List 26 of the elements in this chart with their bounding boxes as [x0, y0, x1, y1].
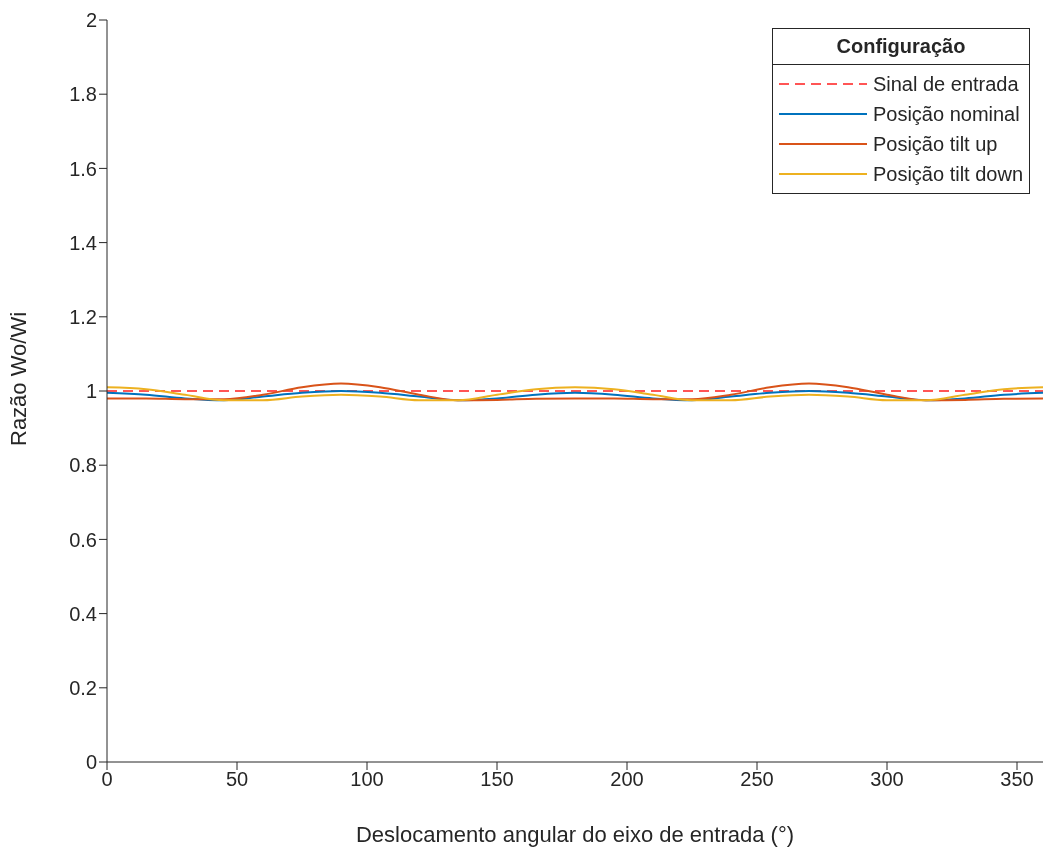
x-tick-label: 350 [1000, 768, 1034, 791]
x-tick-label: 0 [101, 768, 113, 791]
x-tick-label: 50 [225, 768, 249, 791]
y-tick-label: 0.6 [69, 528, 97, 551]
legend-label: Posição tilt down [872, 162, 1023, 186]
legend-title: Configuração [772, 29, 1029, 65]
y-axis-title: Razão Wo/Wi [5, 311, 31, 446]
x-tick-label: 100 [350, 768, 384, 791]
y-tick-label: 1.4 [69, 231, 97, 254]
x-tick-label: 150 [480, 768, 514, 791]
y-tick-label: 0.2 [69, 676, 97, 699]
x-tick-label: 250 [740, 768, 774, 791]
y-tick-label: 2 [85, 9, 97, 32]
legend-label: Posição nominal [872, 102, 1020, 126]
x-tick-label: 200 [610, 768, 644, 791]
y-tick-label: 1.8 [69, 83, 97, 106]
y-tick-label: 1.6 [69, 157, 97, 180]
legend-label: Sinal de entrada [872, 72, 1019, 96]
y-tick-label: 0.4 [69, 602, 97, 625]
legend-label: Posição tilt up [872, 132, 998, 156]
y-tick-label: 0 [85, 751, 97, 774]
x-axis-title: Deslocamento angular do eixo de entrada (°) [355, 822, 795, 847]
y-tick-label: 1.2 [69, 305, 97, 328]
y-tick-label: 0.8 [69, 454, 97, 477]
y-tick-label: 1 [85, 380, 97, 403]
x-tick-label: 300 [870, 768, 904, 791]
